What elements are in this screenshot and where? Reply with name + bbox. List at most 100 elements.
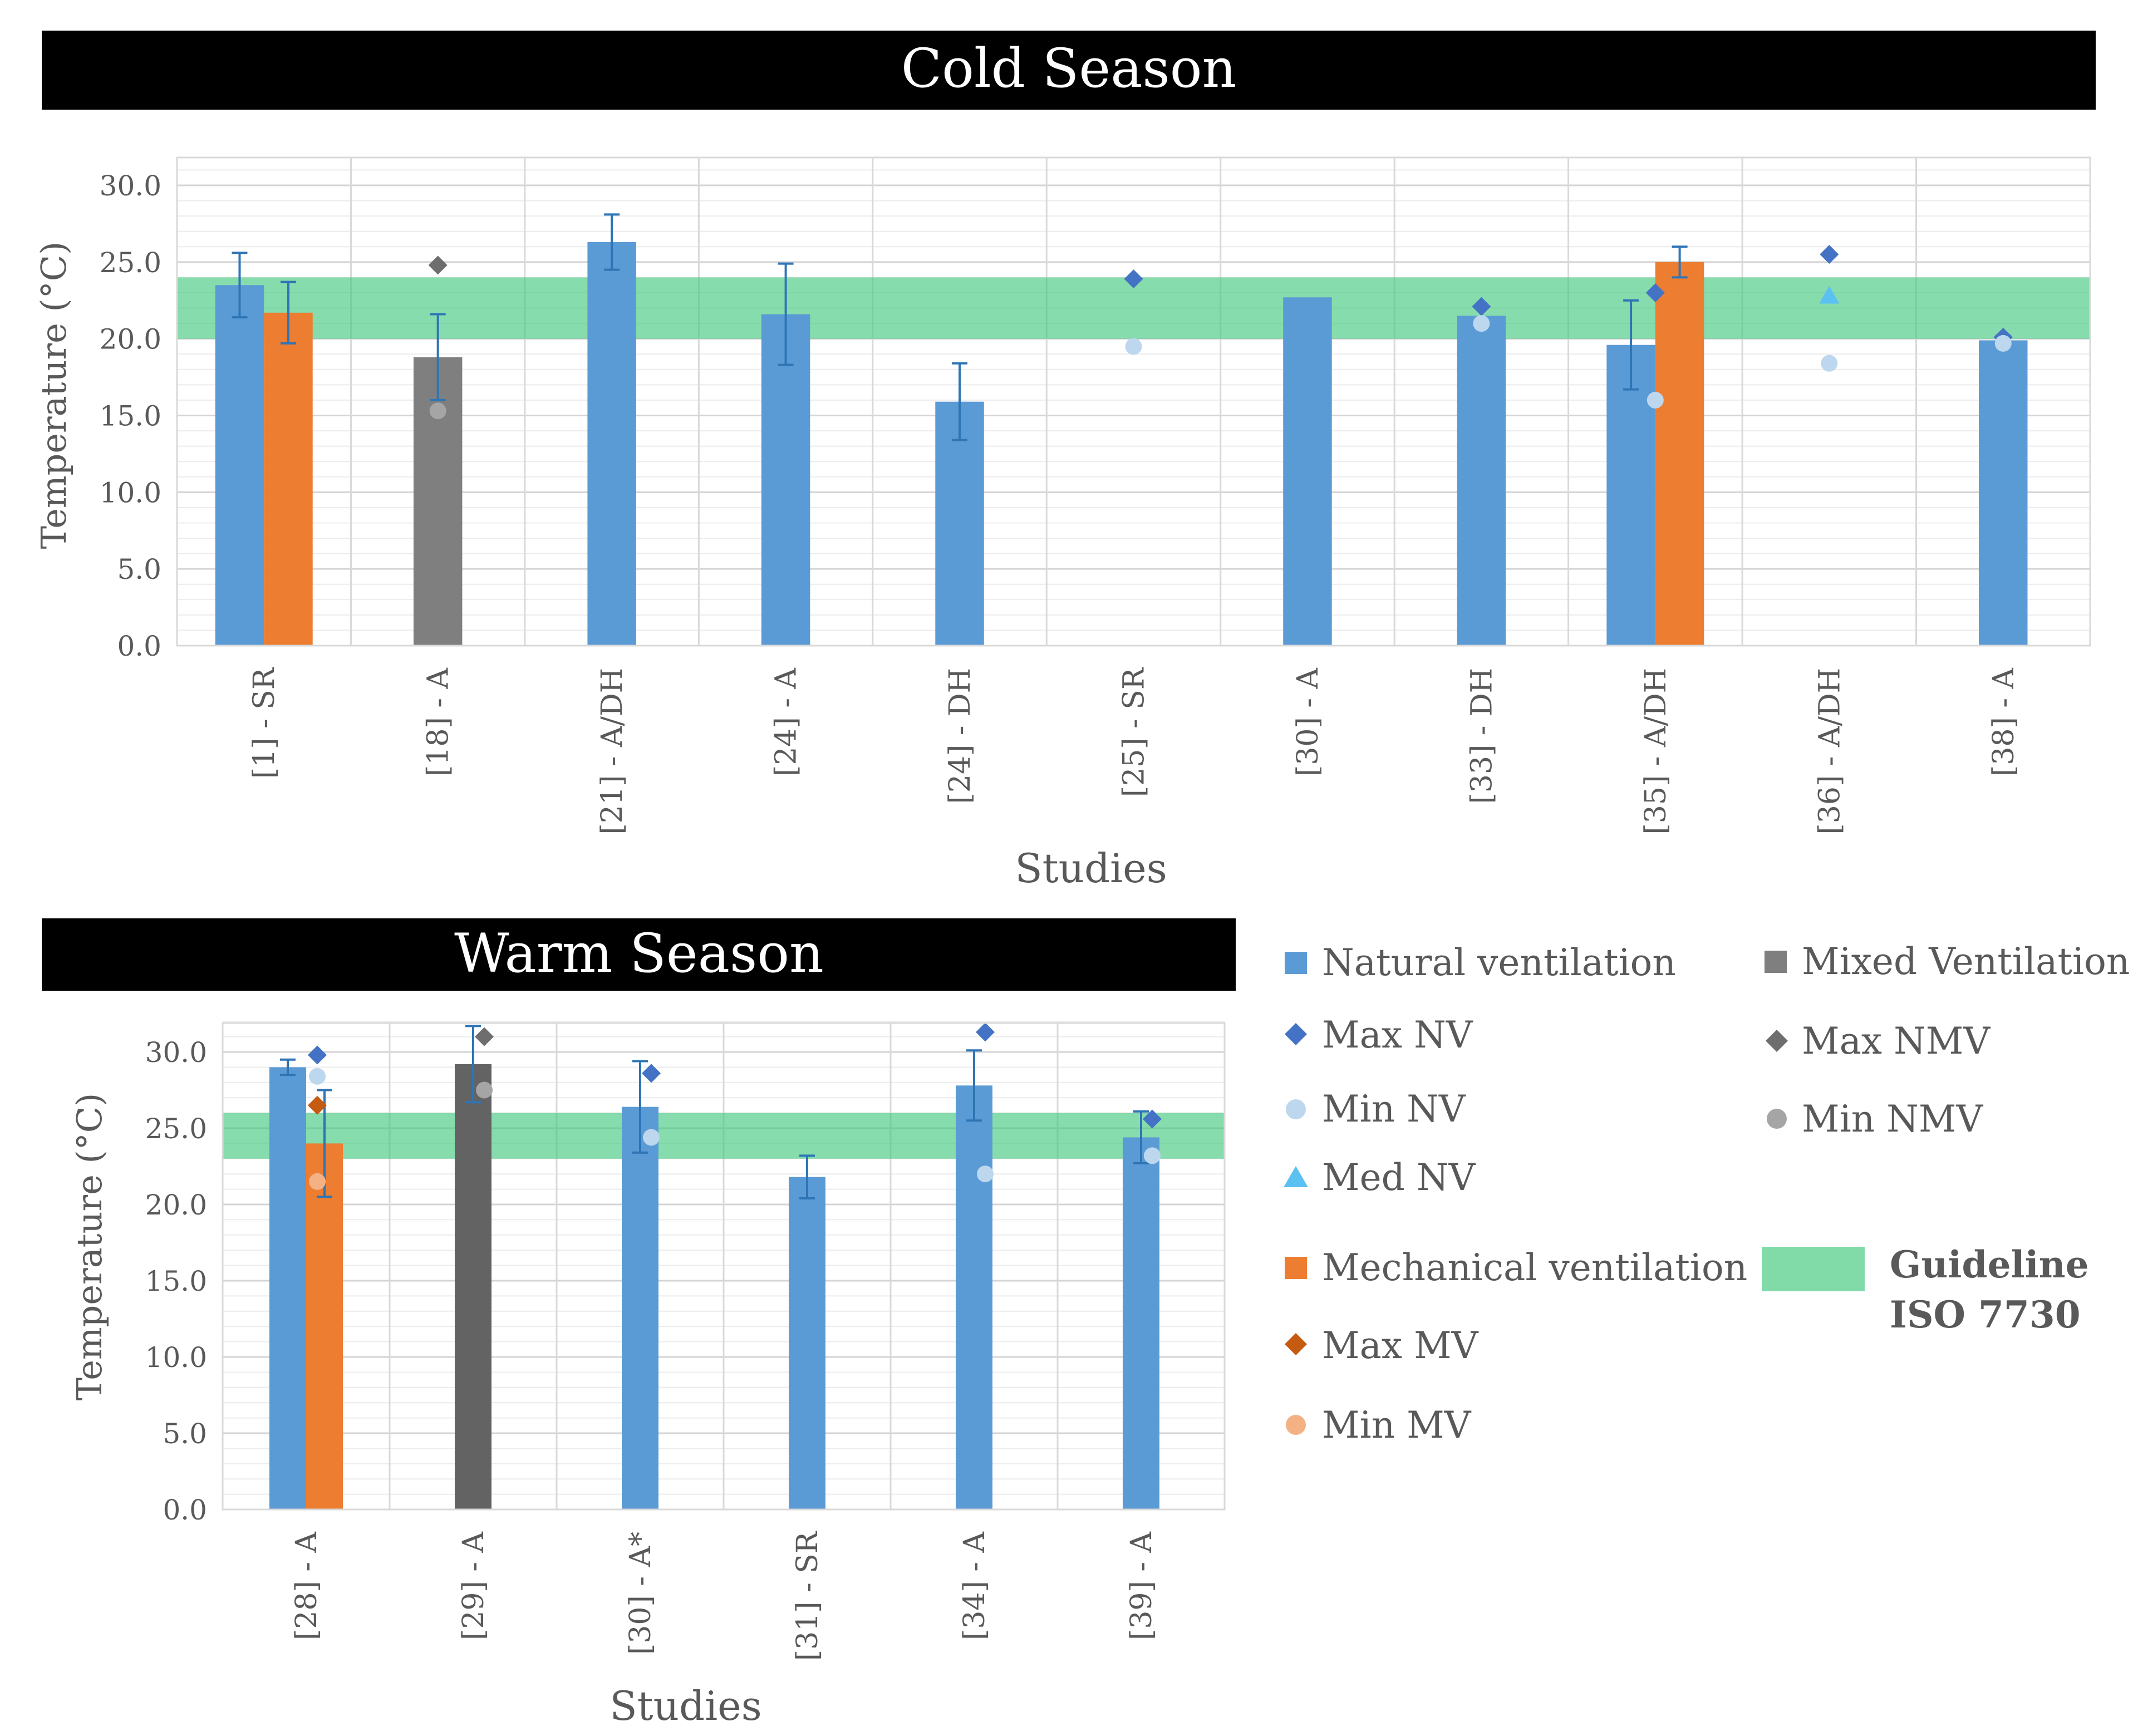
cold-bar-nv <box>587 242 636 646</box>
cold-category-label: [24] - DH <box>943 668 977 804</box>
legend-label-mechanical-ventilation: Mechanical ventilation <box>1322 1246 1747 1289</box>
cold-category-label: [33] - DH <box>1465 668 1498 804</box>
legend-marker-max-nv <box>1285 1023 1307 1045</box>
legend-label-max-mv: Max MV <box>1322 1324 1479 1367</box>
legend-marker-min-nv <box>1286 1099 1306 1119</box>
warm-gridlines <box>222 1021 1226 1511</box>
warm-marker-max_nmv <box>475 1027 494 1046</box>
cold-x-axis-title: Studies <box>1015 845 1167 892</box>
cold-category-label: [25] - SR <box>1118 667 1151 797</box>
cold-bar-mv <box>1655 262 1704 646</box>
cold-category-label: [36] - A/DH <box>1813 668 1846 834</box>
legend-label-guideline-line1: Guideline <box>1890 1243 2089 1286</box>
warm-bar-nv <box>1123 1137 1159 1509</box>
warm-marker-max_nv <box>308 1045 327 1065</box>
warm-bar-mixed <box>455 1064 492 1509</box>
cold-title-bar <box>42 31 2096 110</box>
legend-swatch-mixed-ventilation <box>1765 951 1787 973</box>
cold-marker-min_nmv <box>429 402 446 420</box>
legend-marker-min-nmv <box>1767 1109 1787 1129</box>
cold-gridlines <box>176 158 2091 647</box>
cold-marker-min_nv <box>1125 338 1142 355</box>
cold-marker-max_nmv <box>428 255 448 275</box>
warm-y-tick-label: 30.0 <box>145 1036 207 1069</box>
cold-bar-nv <box>761 314 810 646</box>
cold-marker-min_nv <box>1821 355 1838 372</box>
legend-label-min-mv: Min MV <box>1322 1404 1472 1447</box>
cold-bar-nv <box>1979 340 2028 646</box>
warm-bar-mv <box>306 1143 343 1509</box>
cold-y-axis-title: Temperature (°C) <box>33 242 74 549</box>
warm-axes: 0.0 5.0 10.0 15.0 20.0 25.0 30.0 [28] - A [29] -… <box>145 1022 1226 1661</box>
cold-marker-med_nv <box>1819 286 1840 304</box>
legend-marker-max-mv <box>1285 1333 1307 1355</box>
warm-category-label: [28] - A <box>290 1531 323 1640</box>
legend: Natural ventilation Max NV Min NV Med NV… <box>1284 940 2130 1447</box>
cold-y-tick-label: 10.0 <box>100 476 161 509</box>
warm-marker-min_nmv <box>476 1081 493 1099</box>
cold-y-tick-label: 20.0 <box>100 323 161 356</box>
cold-chart-title: Cold Season <box>901 37 1237 100</box>
cold-marker-min_nv <box>1646 391 1664 409</box>
warm-marker-min_nv <box>643 1129 660 1146</box>
cold-marker-max_nv <box>1124 269 1143 289</box>
warm-y-tick-label: 0.0 <box>163 1494 207 1526</box>
cold-y-tick-label: 30.0 <box>100 170 161 202</box>
warm-x-axis-title: Studies <box>610 1683 761 1729</box>
warm-marker-max_mv <box>308 1095 327 1115</box>
warm-y-tick-label: 20.0 <box>145 1189 207 1221</box>
cold-y-tick-label: 25.0 <box>100 247 161 279</box>
legend-marker-max-nmv <box>1766 1030 1788 1052</box>
warm-marker-min_nv <box>309 1068 326 1085</box>
legend-label-min-nv: Min NV <box>1322 1088 1466 1130</box>
warm-plot-frame <box>222 1022 1226 1511</box>
warm-chart-title: Warm Season <box>454 922 824 985</box>
cold-category-label: [21] - A/DH <box>596 668 629 834</box>
warm-marker-max_nv <box>642 1064 661 1083</box>
legend-label-natural-ventilation: Natural ventilation <box>1322 941 1676 984</box>
warm-y-axis-title: Temperature (°C) <box>69 1093 110 1401</box>
legend-swatch-natural-ventilation <box>1285 952 1307 974</box>
cold-bar-mv <box>264 312 313 646</box>
warm-y-tick-label: 10.0 <box>145 1341 207 1374</box>
warm-markers <box>308 1022 1162 1190</box>
cold-bar-nv <box>935 401 984 646</box>
cold-marker-min_nv <box>1473 315 1490 332</box>
cold-marker-max_nv <box>1820 245 1839 264</box>
cold-plot-frame <box>176 156 2091 647</box>
cold-markers <box>428 245 2013 420</box>
warm-bar-nv <box>956 1085 992 1509</box>
warm-category-label: [39] - A <box>1125 1531 1158 1640</box>
warm-marker-min_mv <box>309 1173 326 1190</box>
cold-y-tick-label: 15.0 <box>100 400 161 432</box>
warm-marker-max_nv <box>1143 1109 1162 1129</box>
legend-marker-min-mv <box>1286 1415 1306 1435</box>
cold-marker-max_nv <box>1645 283 1665 302</box>
cold-bars <box>215 213 2028 646</box>
cold-bar-nv <box>1606 345 1655 646</box>
cold-marker-max_nv <box>1472 297 1491 316</box>
warm-y-tick-label: 5.0 <box>163 1418 207 1450</box>
cold-category-label: [30] - A <box>1291 667 1325 776</box>
cold-category-label: [24] - A <box>770 667 803 776</box>
legend-label-guideline-line2: ISO 7730 <box>1890 1293 2081 1336</box>
warm-bar-nv <box>269 1067 306 1509</box>
cold-category-label: [1] - SR <box>248 667 281 779</box>
cold-category-label: [18] - A <box>422 667 455 776</box>
cold-bar-nv <box>215 285 264 646</box>
cold-y-tick-label: 0.0 <box>117 630 161 662</box>
warm-marker-max_nv <box>976 1022 995 1042</box>
cold-axes: 0.0 5.0 10.0 15.0 20.0 25.0 30.0 [1] - SR [18] -… <box>100 156 2091 834</box>
legend-swatch-guideline <box>1762 1247 1865 1291</box>
cold-category-label: [35] - A/DH <box>1639 668 1673 834</box>
warm-bars <box>269 1025 1159 1509</box>
cold-bar-nv <box>1283 297 1332 646</box>
legend-marker-med-nv <box>1284 1166 1308 1187</box>
legend-label-min-nmv: Min NMV <box>1802 1098 1984 1140</box>
legend-label-med-nv: Med NV <box>1322 1156 1476 1199</box>
warm-y-tick-label: 25.0 <box>145 1113 207 1145</box>
legend-label-max-nmv: Max NMV <box>1802 1020 1990 1063</box>
warm-y-tick-label: 15.0 <box>145 1265 207 1297</box>
legend-label-mixed-ventilation: Mixed Ventilation <box>1802 940 2130 983</box>
cold-category-label: [38] - A <box>1987 667 2021 776</box>
